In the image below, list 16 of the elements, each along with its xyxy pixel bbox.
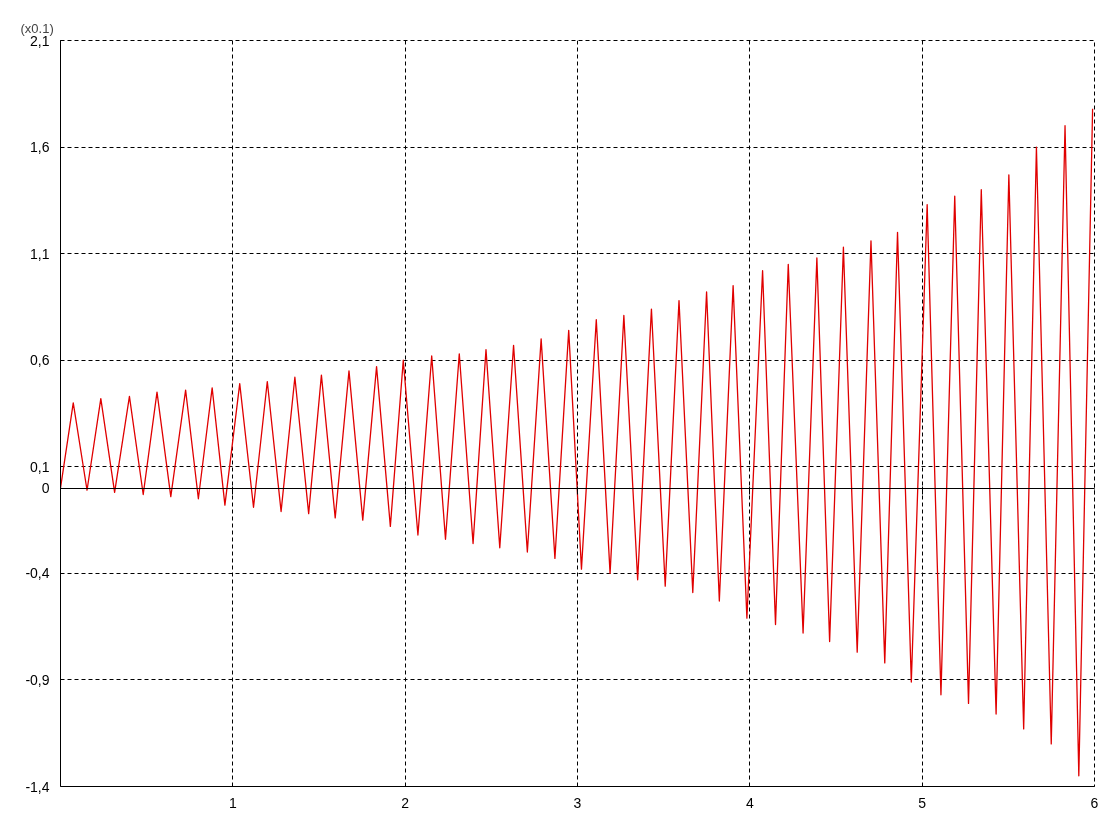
x-tick-label: 2 bbox=[401, 794, 410, 811]
y-tick-label: 0 bbox=[41, 480, 50, 497]
y-tick-label: 1,1 bbox=[30, 245, 50, 262]
y-axis-title: (x0.1) bbox=[20, 20, 54, 36]
x-tick-label: 6 bbox=[1090, 794, 1099, 811]
y-tick-label: -1,4 bbox=[25, 778, 50, 795]
x-tick-label: 5 bbox=[918, 794, 927, 811]
y-tick-label: -0,4 bbox=[25, 565, 50, 582]
x-tick-label: 1 bbox=[228, 794, 237, 811]
line-series bbox=[60, 108, 1094, 777]
y-tick-label: 1,6 bbox=[30, 139, 50, 156]
x-tick-label: 3 bbox=[573, 794, 582, 811]
y-tick-label: 0,6 bbox=[30, 352, 50, 369]
x-tick-label: 4 bbox=[745, 794, 754, 811]
y-tick-label: -0,9 bbox=[25, 671, 50, 688]
y-tick-label: 0,1 bbox=[30, 458, 50, 475]
